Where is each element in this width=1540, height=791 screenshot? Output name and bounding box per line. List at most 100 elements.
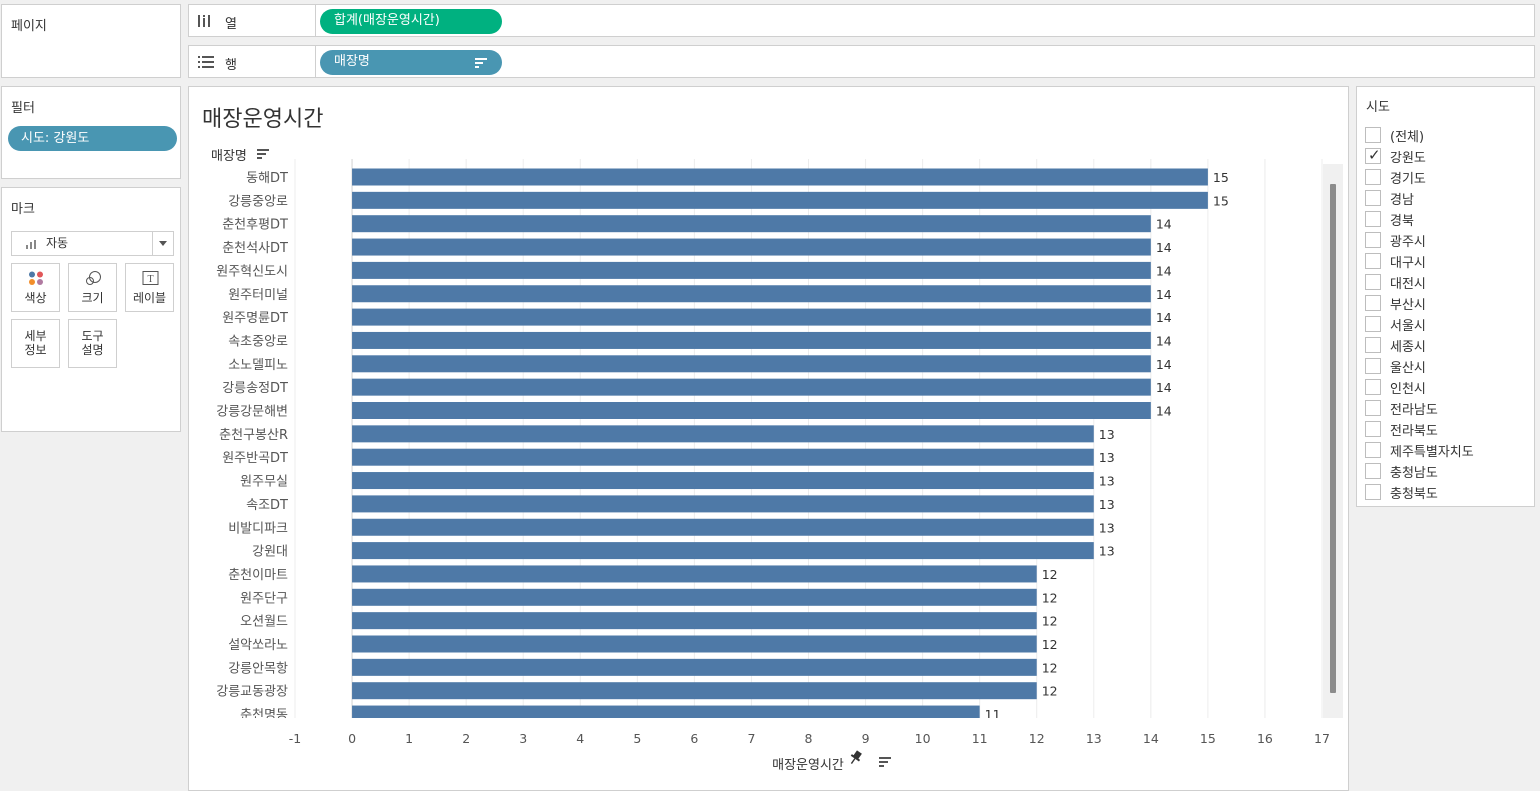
mark-type-dropdown[interactable]: 자동 [11,231,174,256]
filter-option[interactable]: 전라남도 [1365,398,1530,418]
data-label: 14 [1156,310,1172,325]
x-tick-label: -1 [289,731,301,746]
color-button[interactable]: 색상 [11,263,60,312]
bar [352,425,1094,443]
filter-option[interactable]: 제주특별자치도 [1365,440,1530,460]
scrollbar-thumb[interactable] [1330,184,1336,693]
data-label: 12 [1042,637,1058,652]
checkbox[interactable] [1365,169,1381,185]
bar [352,261,1151,279]
filter-option[interactable]: 충청북도 [1365,482,1530,502]
checkbox[interactable] [1365,442,1381,458]
columns-shelf[interactable]: 열 합계(매장운영시간) [188,4,1535,37]
checkbox[interactable] [1365,358,1381,374]
filter-option[interactable]: 경기도 [1365,167,1530,187]
bar [352,191,1208,209]
filter-option[interactable]: 세종시 [1365,335,1530,355]
marks-panel: 마크 자동 색상 크기 T 레이블 세부 정보 도구 설명 [1,187,181,432]
checkbox[interactable] [1365,484,1381,500]
bar [352,378,1151,396]
checkmark-icon: ✓ [1368,146,1381,164]
row-header-label: 매장명 [211,149,247,164]
sort-icon-stroke [257,149,269,151]
filter-option[interactable]: 부산시 [1365,293,1530,313]
filter-option[interactable]: 전라북도 [1365,419,1530,439]
filter-option-label: 강원도 [1390,151,1426,166]
checkbox[interactable] [1365,316,1381,332]
checkbox[interactable] [1365,274,1381,290]
checkbox[interactable] [1365,463,1381,479]
checkbox[interactable]: ✓ [1365,146,1381,164]
sort-descending-icon [257,149,269,159]
detail-button[interactable]: 세부 정보 [11,319,60,368]
x-tick-label: 12 [1029,731,1045,746]
sort-icon-stroke [879,765,884,767]
checkbox[interactable] [1365,337,1381,353]
columns-icon [198,15,210,27]
category-label: 강릉교동광장 [216,685,288,700]
data-label: 13 [1099,474,1115,489]
x-tick-label: 17 [1314,731,1330,746]
bar [352,331,1151,349]
columns-shelf-label: 열 [225,17,237,32]
checkbox[interactable] [1365,295,1381,311]
filter-option[interactable]: 경남 [1365,188,1530,208]
x-tick-label: 3 [519,731,527,746]
filter-option[interactable]: 울산시 [1365,356,1530,376]
data-label: 12 [1042,567,1058,582]
checkbox[interactable] [1365,253,1381,269]
data-label: 14 [1156,404,1172,419]
x-tick-label: 8 [805,731,813,746]
category-label: 원주혁신도시 [216,264,288,279]
category-label: 오션월드 [240,615,288,630]
x-tick-label: 1 [405,731,413,746]
rows-shelf[interactable]: 행 매장명 [188,45,1535,78]
data-label: 14 [1156,217,1172,232]
checkbox[interactable] [1365,190,1381,206]
rows-icon [198,56,214,68]
bar [352,565,1037,583]
bar-chart-icon [26,240,38,249]
filter-option[interactable]: 경북 [1365,209,1530,229]
shelf-divider [315,46,316,77]
filter-option[interactable]: 서울시 [1365,314,1530,334]
sort-descending-icon[interactable] [475,58,487,68]
size-button[interactable]: 크기 [68,263,117,312]
chevron-down-icon[interactable] [152,232,173,255]
filter-option[interactable]: 대전시 [1365,272,1530,292]
category-label: 설악쏘라노 [228,638,288,653]
filter-option[interactable]: 대구시 [1365,251,1530,271]
filter-option[interactable]: 충청남도 [1365,461,1530,481]
rows-pill[interactable]: 매장명 [320,50,502,75]
data-label: 14 [1156,263,1172,278]
checkbox[interactable] [1365,379,1381,395]
data-label: 14 [1156,380,1172,395]
filter-option[interactable]: 인천시 [1365,377,1530,397]
filter-pill-sido[interactable]: 시도: 강원도 [8,126,177,151]
checkbox[interactable] [1365,127,1381,143]
data-label: 11 [985,707,1001,722]
columns-pill[interactable]: 합계(매장운영시간) [320,9,502,34]
bar [352,542,1094,560]
label-button[interactable]: T 레이블 [125,263,174,312]
filter-option[interactable]: 광주시 [1365,230,1530,250]
size-button-label: 크기 [81,291,104,305]
filter-option[interactable]: (전체) [1365,125,1530,145]
tooltip-button[interactable]: 도구 설명 [68,319,117,368]
checkbox[interactable] [1365,211,1381,227]
x-tick-label: 16 [1257,731,1273,746]
bar [352,285,1151,303]
sort-icon-axis [879,757,891,767]
checkbox[interactable] [1365,421,1381,437]
category-label: 강릉송정DT [222,381,288,396]
checkbox[interactable] [1365,232,1381,248]
x-tick-label: 9 [862,731,870,746]
filters-title: 필터 [11,101,35,116]
bar [352,168,1208,186]
checkbox[interactable] [1365,400,1381,416]
pin-needle [850,758,856,764]
filter-option-label: 서울시 [1390,319,1426,334]
filter-option[interactable]: ✓ 강원도 [1365,146,1530,166]
filter-option-label: 울산시 [1390,361,1426,376]
mark-type-value: 자동 [46,236,69,250]
